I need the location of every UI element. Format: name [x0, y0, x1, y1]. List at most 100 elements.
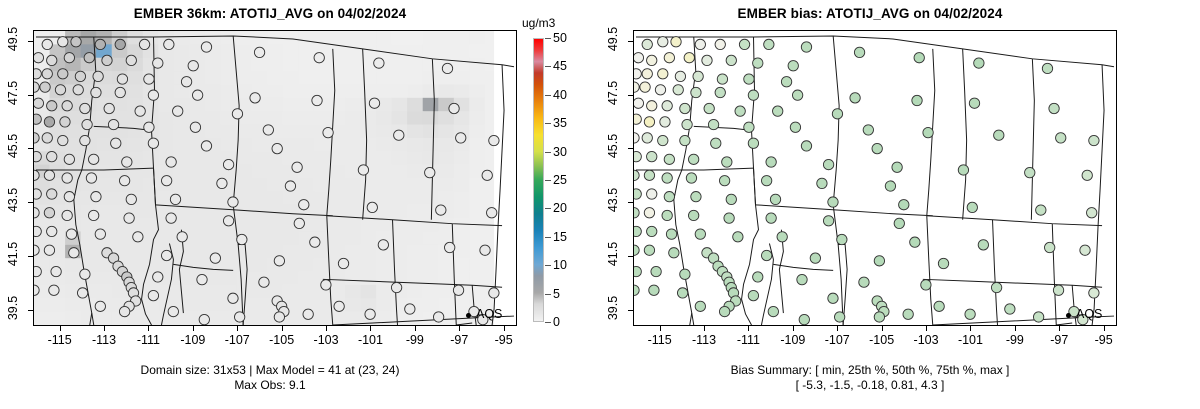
aqs-station-marker[interactable]: [679, 102, 691, 115]
aqs-station-marker[interactable]: [634, 225, 642, 238]
aqs-station-marker[interactable]: [302, 308, 314, 320]
aqs-station-marker[interactable]: [161, 249, 173, 262]
aqs-station-marker[interactable]: [63, 52, 75, 64]
aqs-station-marker[interactable]: [143, 73, 155, 85]
aqs-station-marker[interactable]: [911, 94, 923, 107]
aqs-station-marker[interactable]: [34, 169, 40, 181]
aqs-station-marker[interactable]: [1088, 287, 1100, 299]
aqs-station-marker[interactable]: [690, 191, 702, 203]
aqs-station-marker[interactable]: [65, 228, 78, 240]
aqs-station-marker[interactable]: [816, 177, 828, 189]
aqs-station-marker[interactable]: [366, 201, 378, 214]
aqs-station-marker[interactable]: [898, 199, 910, 211]
aqs-station-marker[interactable]: [88, 153, 100, 165]
aqs-station-marker[interactable]: [41, 68, 53, 80]
aqs-station-marker[interactable]: [858, 276, 870, 288]
aqs-station-marker[interactable]: [79, 134, 91, 147]
aqs-station-marker[interactable]: [725, 54, 737, 67]
aqs-station-marker[interactable]: [34, 113, 42, 125]
aqs-station-marker[interactable]: [646, 188, 658, 200]
aqs-station-marker[interactable]: [643, 207, 656, 219]
aqs-station-marker[interactable]: [227, 196, 239, 208]
aqs-station-marker[interactable]: [827, 196, 839, 208]
aqs-station-marker[interactable]: [752, 271, 764, 283]
aqs-station-marker[interactable]: [716, 73, 729, 85]
aqs-station-marker[interactable]: [258, 276, 270, 288]
aqs-station-marker[interactable]: [309, 236, 321, 248]
aqs-station-marker[interactable]: [643, 244, 656, 256]
aqs-station-marker[interactable]: [114, 86, 126, 99]
aqs-station-marker[interactable]: [313, 52, 325, 64]
aqs-station-marker[interactable]: [1079, 244, 1091, 256]
aqs-station-marker[interactable]: [46, 225, 58, 238]
aqs-station-marker[interactable]: [767, 305, 779, 318]
aqs-station-marker[interactable]: [90, 191, 102, 203]
aqs-station-marker[interactable]: [236, 233, 248, 246]
aqs-station-marker[interactable]: [639, 81, 651, 93]
aqs-station-marker[interactable]: [681, 118, 693, 131]
aqs-station-marker[interactable]: [646, 54, 658, 67]
aqs-station-marker[interactable]: [125, 193, 137, 205]
aqs-station-marker[interactable]: [46, 151, 58, 163]
aqs-station-marker[interactable]: [72, 84, 84, 96]
aqs-station-marker[interactable]: [63, 153, 75, 165]
aqs-station-marker[interactable]: [634, 97, 645, 109]
aqs-station-marker[interactable]: [973, 57, 985, 69]
aqs-station-marker[interactable]: [79, 268, 91, 280]
aqs-station-marker[interactable]: [134, 105, 146, 117]
aqs-station-marker[interactable]: [94, 300, 106, 312]
aqs-station-marker[interactable]: [776, 231, 788, 243]
aqs-station-marker[interactable]: [791, 89, 804, 101]
aqs-station-marker[interactable]: [809, 252, 821, 264]
aqs-station-marker[interactable]: [763, 38, 775, 51]
aqs-station-marker[interactable]: [993, 129, 1005, 141]
aqs-station-marker[interactable]: [189, 121, 202, 133]
aqs-station-marker[interactable]: [694, 38, 706, 51]
aqs-station-marker[interactable]: [196, 273, 208, 286]
aqs-station-marker[interactable]: [663, 52, 675, 64]
aqs-station-marker[interactable]: [34, 81, 40, 93]
aqs-station-marker[interactable]: [725, 193, 737, 205]
aqs-station-marker[interactable]: [690, 86, 702, 99]
aqs-station-marker[interactable]: [752, 57, 764, 69]
aqs-station-marker[interactable]: [668, 247, 680, 259]
aqs-station-marker[interactable]: [46, 188, 58, 200]
aqs-station-marker[interactable]: [714, 86, 726, 99]
aqs-station-marker[interactable]: [834, 311, 846, 323]
aqs-station-marker[interactable]: [1048, 102, 1060, 115]
aqs-station-marker[interactable]: [209, 252, 221, 264]
aqs-station-marker[interactable]: [61, 172, 73, 184]
aqs-station-marker[interactable]: [191, 89, 204, 101]
aqs-station-marker[interactable]: [116, 73, 129, 85]
aqs-station-marker[interactable]: [479, 244, 491, 256]
aqs-station-marker[interactable]: [634, 151, 642, 163]
aqs-station-marker[interactable]: [920, 279, 932, 291]
aqs-station-marker[interactable]: [118, 175, 131, 187]
aqs-station-marker[interactable]: [147, 289, 160, 302]
aqs-station-marker[interactable]: [800, 41, 813, 53]
aqs-station-marker[interactable]: [452, 284, 465, 296]
aqs-station-marker[interactable]: [143, 121, 155, 133]
aqs-station-marker[interactable]: [657, 134, 669, 147]
aqs-station-marker[interactable]: [222, 158, 235, 171]
aqs-station-marker[interactable]: [94, 38, 106, 51]
aqs-station-marker[interactable]: [871, 142, 883, 155]
aqs-station-marker[interactable]: [723, 212, 735, 224]
aqs-station-marker[interactable]: [468, 305, 480, 318]
aqs-station-marker[interactable]: [432, 311, 445, 323]
aqs-station-marker[interactable]: [61, 100, 73, 112]
aqs-station-marker[interactable]: [937, 257, 950, 270]
aqs-station-marker[interactable]: [798, 314, 810, 325]
aqs-station-marker[interactable]: [718, 305, 731, 318]
aqs-station-marker[interactable]: [1035, 204, 1047, 216]
aqs-station-marker[interactable]: [643, 169, 656, 181]
aqs-station-marker[interactable]: [231, 108, 244, 120]
aqs-station-marker[interactable]: [249, 92, 261, 104]
aqs-station-marker[interactable]: [46, 54, 58, 67]
aqs-station-marker[interactable]: [234, 311, 246, 323]
aqs-station-marker[interactable]: [34, 97, 45, 109]
aqs-station-marker[interactable]: [364, 308, 376, 320]
aqs-station-marker[interactable]: [441, 62, 454, 75]
aqs-station-marker[interactable]: [138, 38, 151, 51]
aqs-station-marker[interactable]: [1041, 62, 1054, 75]
